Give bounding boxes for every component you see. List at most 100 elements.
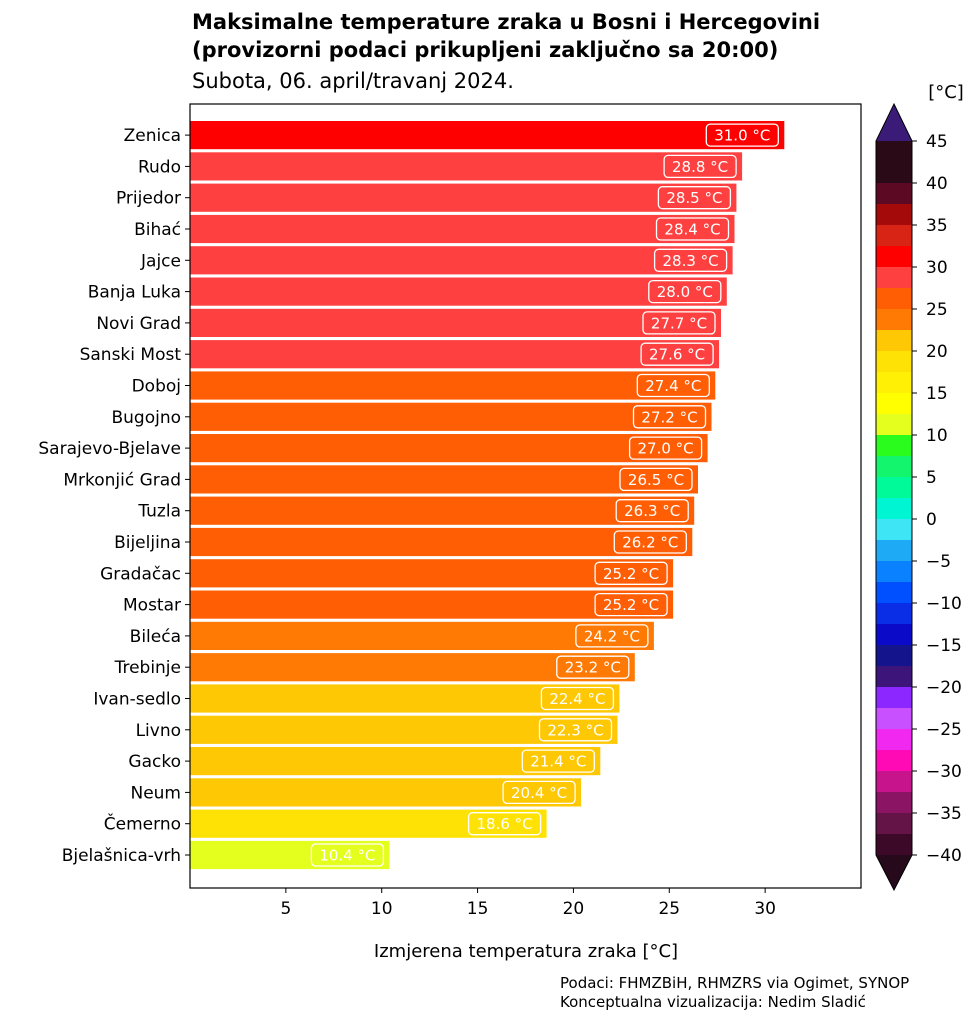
colorbar-bin-6 [876,288,912,310]
colorbar-over-arrow [876,104,912,141]
value-label-box-11 [619,467,693,492]
colorbar-bin-30 [876,792,912,814]
chart-title-line2: (provizorni podaci prikupljeni zaključno… [192,38,779,62]
x-tick-label-5: 30 [754,899,776,919]
colorbar-bin-16 [876,498,912,520]
colorbar-bin-26 [876,708,912,730]
bar-6 [190,308,721,337]
y-tick-label-11: Mrkonjić Grad [63,470,181,490]
colorbar-tick-label-16: −35 [926,804,962,824]
bar-2 [190,183,737,212]
y-tick-label-1: Rudo [138,157,181,177]
bar-7 [190,340,720,369]
bar-4 [190,246,733,275]
value-label-box-5 [648,279,722,304]
colorbar-bin-15 [876,477,912,499]
y-tick-label-14: Gradačac [100,564,181,584]
value-label-13: 26.2 °C [622,534,678,552]
colorbar-bin-21 [876,603,912,625]
x-axis-label: Izmjerena temperatura zraka [°C] [374,941,678,962]
plot-border [189,103,862,889]
value-label-box-12 [615,499,689,523]
y-tick-label-16: Bileća [130,627,181,647]
value-label-box-23 [310,843,385,867]
plot-frame [189,103,862,889]
y-tick-label-23: Bjelašnica-vrh [62,846,181,866]
value-label-box-9 [632,405,707,429]
y-tick-label-15: Mostar [123,596,181,616]
colorbar-tick-label-17: −40 [926,846,962,866]
y-tick-label-17: Trebinje [114,658,181,678]
colorbar-tick-label-1: 40 [926,174,948,194]
value-label-1: 28.8 °C [672,158,728,176]
value-label-2: 28.5 °C [666,189,722,207]
value-label-7: 27.6 °C [649,346,705,364]
value-label-box-7 [640,342,714,366]
colorbar-bin-4 [876,246,912,268]
value-label-19: 22.3 °C [547,721,603,739]
value-label-box-0 [705,123,779,147]
value-label-box-16 [575,624,649,648]
y-tick-label-12: Tuzla [137,502,181,522]
value-label-3: 28.4 °C [664,221,720,239]
chart-title-line1: Maksimalne temperature zraka u Bosni i H… [192,10,821,34]
colorbar-bin-10 [876,372,912,394]
colorbar-bin-1 [876,183,912,205]
value-label-18: 22.4 °C [549,690,605,708]
value-label-box-3 [655,217,730,241]
colorbar-bin-24 [876,666,912,688]
colorbar-bin-28 [876,750,912,772]
y-tick-label-9: Bugojno [111,408,181,428]
colorbar-bin-17 [876,519,912,541]
x-tick-label-4: 25 [658,899,680,919]
y-tick-label-7: Sanski Most [80,345,182,365]
bar-1 [190,152,743,181]
value-label-box-19 [538,718,613,742]
bar-22 [190,809,547,838]
colorbar-tick-label-13: −20 [926,678,962,698]
y-tick-label-6: Novi Grad [96,314,181,334]
value-label-box-22 [467,812,542,836]
value-label-17: 23.2 °C [565,659,621,677]
bar-3 [190,214,735,244]
value-label-8: 27.4 °C [645,377,701,395]
value-label-11: 26.5 °C [628,471,684,489]
value-label-box-6 [642,311,716,335]
colorbar-bin-22 [876,624,912,646]
colorbar-tick-label-12: −15 [926,636,962,656]
value-label-box-20 [521,749,595,773]
value-label-20: 21.4 °C [530,753,586,771]
colorbar-bin-31 [876,813,912,835]
bar-14 [190,559,674,588]
colorbar-bin-20 [876,582,912,604]
y-tick-label-22: Čemerno [104,813,181,835]
colorbar-unit-label: [°C] [928,82,964,103]
colorbar-bin-9 [876,351,912,373]
value-label-box-2 [657,186,732,210]
bar-17 [190,653,635,682]
bar-11 [190,465,698,494]
colorbar-tick-label-0: 45 [926,132,948,152]
footer-source: Podaci: FHMZBiH, RHMZRS via Ogimet, SYNO… [560,974,910,992]
value-label-box-10 [628,436,703,460]
bar-12 [190,496,695,525]
value-label-box-4 [653,248,728,272]
bar-23 [190,840,390,870]
bar-0 [190,121,785,150]
colorbar-bin-14 [876,456,912,478]
y-tick-label-0: Zenica [124,126,181,146]
value-label-10: 27.0 °C [638,440,694,458]
y-tick-label-19: Livno [136,721,181,741]
y-tick-label-5: Banja Luka [88,283,181,303]
y-axis: Zenica Rudo Prijedor Bihać Jajce Banja Luka No… [38,126,190,866]
y-tick-label-2: Prijedor [116,189,181,209]
value-label-15: 25.2 °C [603,596,659,614]
value-label-box-1 [663,154,737,179]
bars-group: 31.0 °C 28.8 °C 28.5 °C 28.4 °C 28.3 °C 28.0 … [190,121,785,870]
y-tick-label-4: Jajce [140,251,181,271]
colorbar-under-arrow [876,855,912,890]
colorbar-bin-2 [876,204,912,226]
bar-13 [190,527,693,557]
x-tick-label-1: 10 [371,899,393,919]
